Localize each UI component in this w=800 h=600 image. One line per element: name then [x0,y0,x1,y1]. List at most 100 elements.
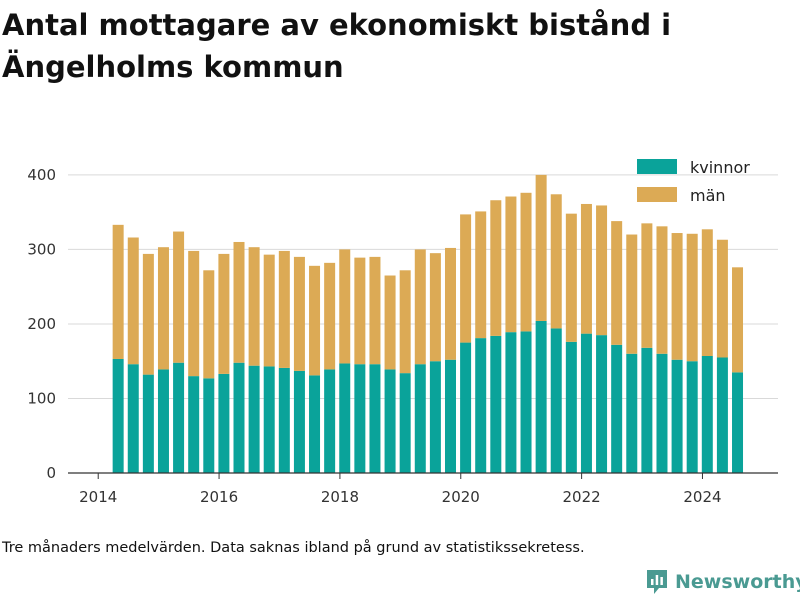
bar-man [142,253,154,375]
bar-kvinnor [626,353,638,473]
bar-man [339,249,351,364]
bar-kvinnor [203,378,215,473]
bar-man [248,247,260,366]
brand-logo[interactable]: Newsworthy [645,568,800,596]
bar-man [324,262,336,370]
bar-kvinnor [173,362,185,473]
y-tick-label: 400 [27,166,56,184]
bar-man [369,256,381,365]
bar-man [354,257,366,365]
bar-man [414,249,426,365]
legend-label-man: män [690,186,726,205]
bar-kvinnor [339,363,351,473]
y-tick-label: 100 [27,389,56,407]
bar-kvinnor [324,369,336,473]
bar-man [671,233,683,360]
bar-man [550,194,562,329]
bar-man [611,221,623,345]
bar-kvinnor [309,375,321,473]
bar-kvinnor [475,338,487,473]
bar-kvinnor [460,342,472,473]
bar-man [505,196,517,333]
legend-label-kvinnor: kvinnor [690,158,750,177]
y-tick-label: 200 [27,315,56,333]
x-tick-label: 2020 [442,488,480,506]
bar-man [127,237,139,365]
chart-title: Antal mottagare av ekonomiskt bistånd i … [2,8,672,84]
bar-man [580,203,592,334]
bar-man [475,211,487,339]
bar-kvinnor [142,374,154,473]
bar-man [520,192,532,332]
bar-kvinnor [490,335,502,473]
legend: kvinnor män [637,158,750,205]
bar-kvinnor [535,320,547,473]
bar-kvinnor [278,367,290,473]
bar-kvinnor [127,364,139,473]
bar-kvinnor [157,369,169,473]
brand-name: Newsworthy [675,571,800,593]
x-tick-label: 2022 [563,488,601,506]
bar-man [112,224,124,359]
bar-kvinnor [444,359,456,473]
bar-man [429,253,441,362]
bar-kvinnor [414,364,426,473]
y-tick-label: 300 [27,240,56,258]
bar-kvinnor [671,359,683,473]
bar-man [263,254,275,367]
bar-kvinnor [596,335,608,473]
bar-man [701,229,713,356]
bar-man [686,233,698,362]
bar-kvinnor [656,353,668,473]
legend-swatch-kvinnor [637,159,677,174]
bar-kvinnor [520,331,532,473]
bar-kvinnor [399,373,411,473]
bar-kvinnor [248,365,260,473]
newsworthy-logo-icon [647,570,667,594]
bar-kvinnor [716,357,728,473]
bar-kvinnor [686,361,698,473]
bar-man [641,223,653,348]
x-tick-label: 2016 [200,488,238,506]
bar-man [203,270,215,379]
bar-kvinnor [369,364,381,473]
bar-man [293,256,305,371]
bar-man [444,247,456,360]
bar-man [218,253,230,374]
legend-swatch-man [637,187,677,202]
bar-kvinnor [580,333,592,473]
bar-man [626,234,638,354]
bar-kvinnor [112,358,124,473]
bar-man [157,247,169,370]
bar-kvinnor [611,344,623,473]
bar-man [656,226,668,354]
bar-man [716,239,728,358]
bar-man [596,205,608,336]
axes: 0 100 200 300 400 2014 2016 2018 2020 2022 2024 [27,166,778,506]
bar-kvinnor [429,361,441,473]
bar-man [732,267,744,373]
x-tick-label: 2024 [683,488,721,506]
bar-man [233,241,245,363]
bar-man [173,231,185,363]
bar-kvinnor [565,341,577,473]
bar-kvinnor [218,373,230,473]
bar-man [384,275,396,370]
bar-kvinnor [188,376,200,473]
bar-man [460,214,472,343]
bar-man [490,200,502,336]
bar-kvinnor [701,355,713,473]
bar-kvinnor [233,362,245,473]
bar-kvinnor [293,370,305,473]
bar-kvinnor [354,364,366,473]
bar-man [309,265,321,376]
bar-kvinnor [384,369,396,473]
bar-man [399,270,411,374]
bar-kvinnor [505,332,517,473]
bar-man [188,250,200,377]
bars [112,174,744,473]
footnote: Tre månaders medelvärden. Data saknas ib… [2,540,585,556]
x-tick-label: 2014 [79,488,117,506]
bar-kvinnor [732,372,744,473]
